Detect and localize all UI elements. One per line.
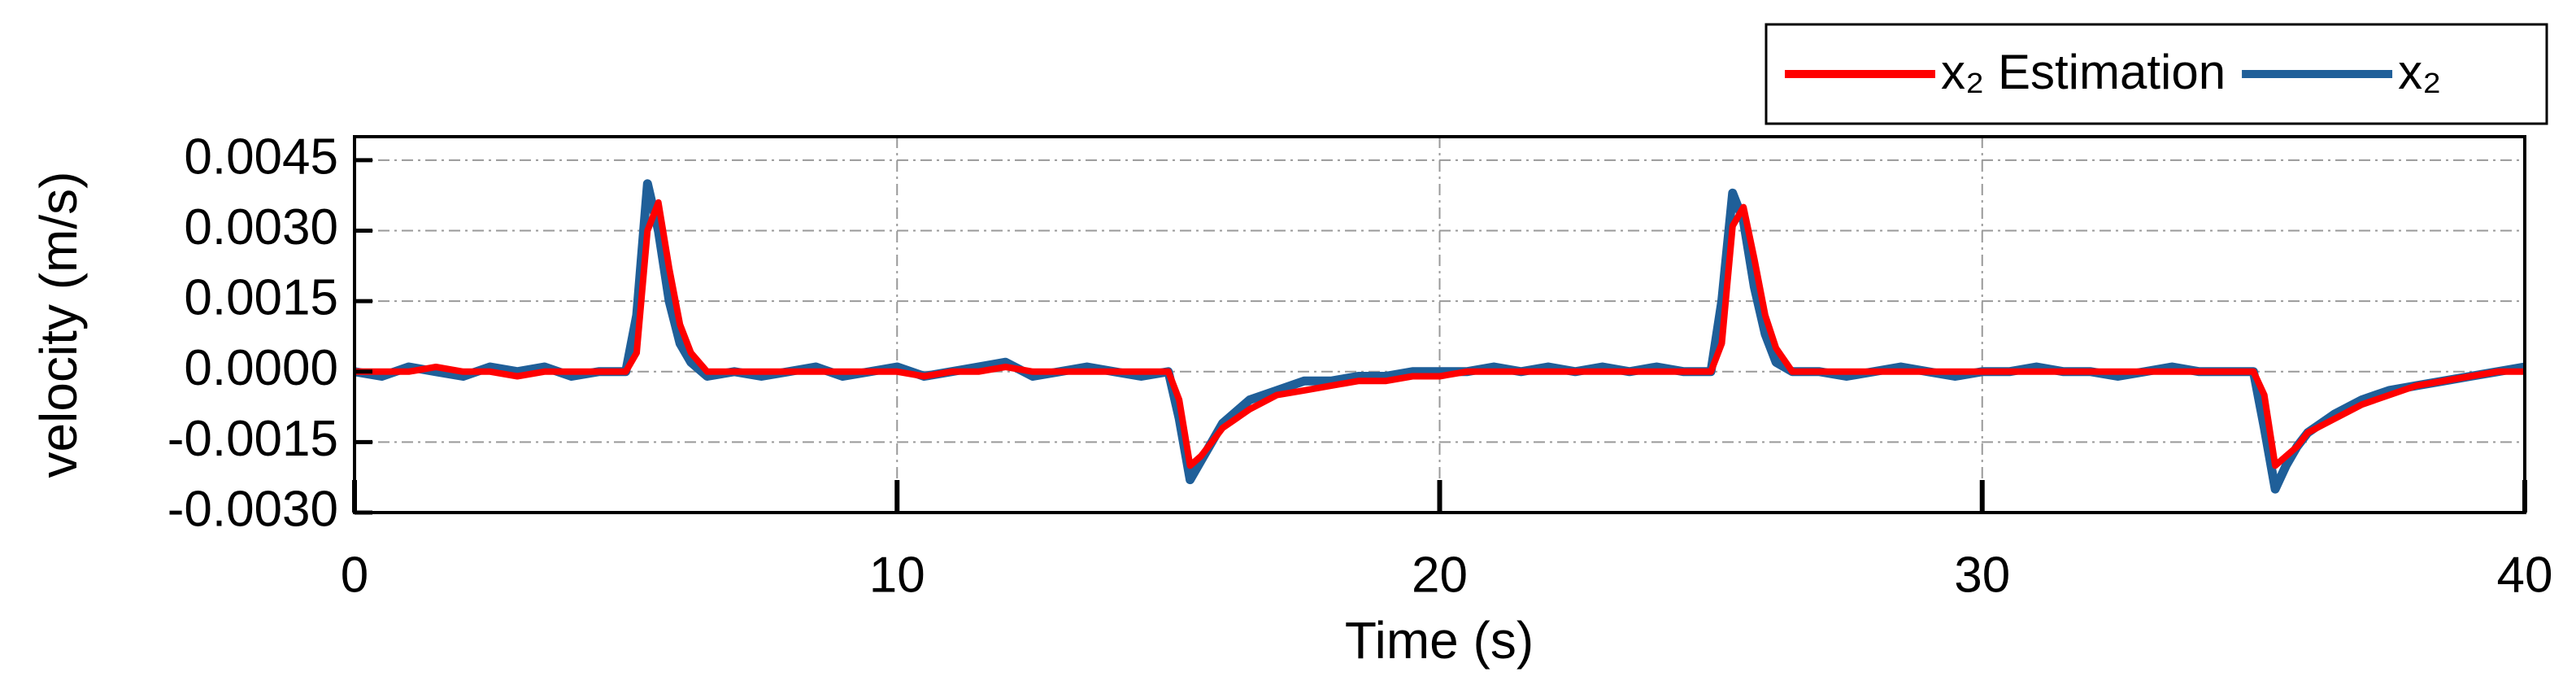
x-tick-label: 20 xyxy=(1412,547,1468,603)
x-axis-title: Time (s) xyxy=(1345,611,1534,670)
x-tick-label: 30 xyxy=(1954,547,2010,603)
y-tick-label: 0.0000 xyxy=(184,340,338,396)
legend-label: x₂ Estimation xyxy=(1941,45,2226,99)
legend-label: x₂ xyxy=(2398,45,2441,99)
x-tick-label: 10 xyxy=(869,547,925,603)
series-line xyxy=(355,199,2525,469)
y-axis-title: velocity (m/s) xyxy=(29,172,88,478)
y-tick-label: 0.0045 xyxy=(184,129,338,185)
y-tick-label: -0.0030 xyxy=(168,481,338,537)
x-tick-label: 40 xyxy=(2497,547,2553,603)
y-tick-label: -0.0015 xyxy=(168,411,338,467)
y-tick-label: 0.0015 xyxy=(184,270,338,326)
y-tick-label: 0.0030 xyxy=(184,199,338,255)
x-tick-label: 0 xyxy=(341,547,368,603)
